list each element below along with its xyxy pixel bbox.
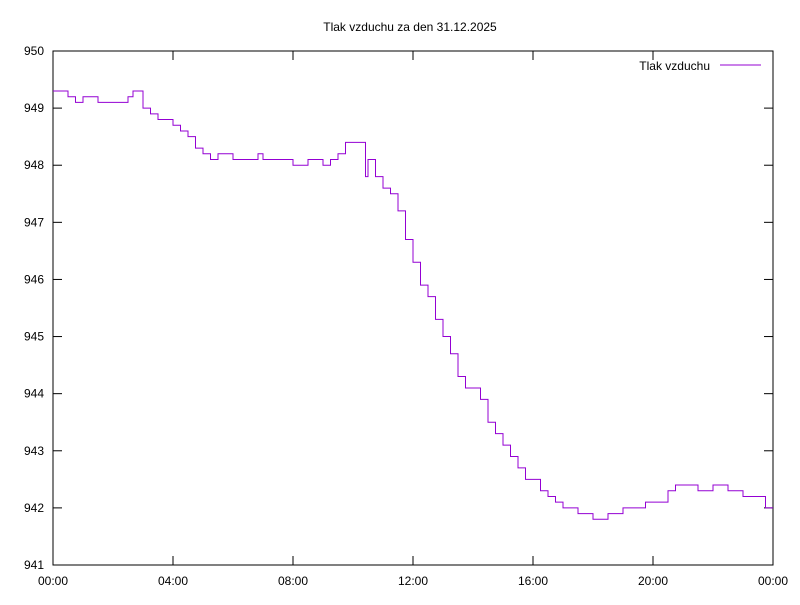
y-tick-label: 948 <box>24 158 44 172</box>
y-tick-label: 945 <box>24 330 44 344</box>
x-tick-label: 16:00 <box>518 574 548 588</box>
x-axis: 00:00 04:00 08:00 12:00 16:00 20:00 00:00 <box>38 51 788 588</box>
legend-label: Tlak vzduchu <box>639 59 710 73</box>
chart-title: Tlak vzduchu za den 31.12.2025 <box>323 20 497 34</box>
x-tick-label: 12:00 <box>398 574 428 588</box>
series-line-tlak-vzduchu <box>53 90 773 520</box>
y-axis: 941 942 943 944 945 946 947 948 949 950 <box>24 44 773 572</box>
x-tick-label: 00:00 <box>38 574 68 588</box>
plot-border <box>52 50 774 566</box>
y-tick-label: 941 <box>24 558 44 572</box>
x-tick-label: 04:00 <box>158 574 188 588</box>
y-tick-label: 947 <box>24 215 44 229</box>
y-tick-label: 950 <box>24 44 44 58</box>
y-tick-label: 946 <box>24 272 44 286</box>
legend: Tlak vzduchu <box>639 59 761 73</box>
y-tick-label: 949 <box>24 101 44 115</box>
x-tick-label: 20:00 <box>638 574 668 588</box>
y-tick-label: 942 <box>24 501 44 515</box>
x-tick-label: 08:00 <box>278 574 308 588</box>
y-tick-label: 943 <box>24 444 44 458</box>
x-tick-label: 00:00 <box>758 574 788 588</box>
y-tick-label: 944 <box>24 387 44 401</box>
